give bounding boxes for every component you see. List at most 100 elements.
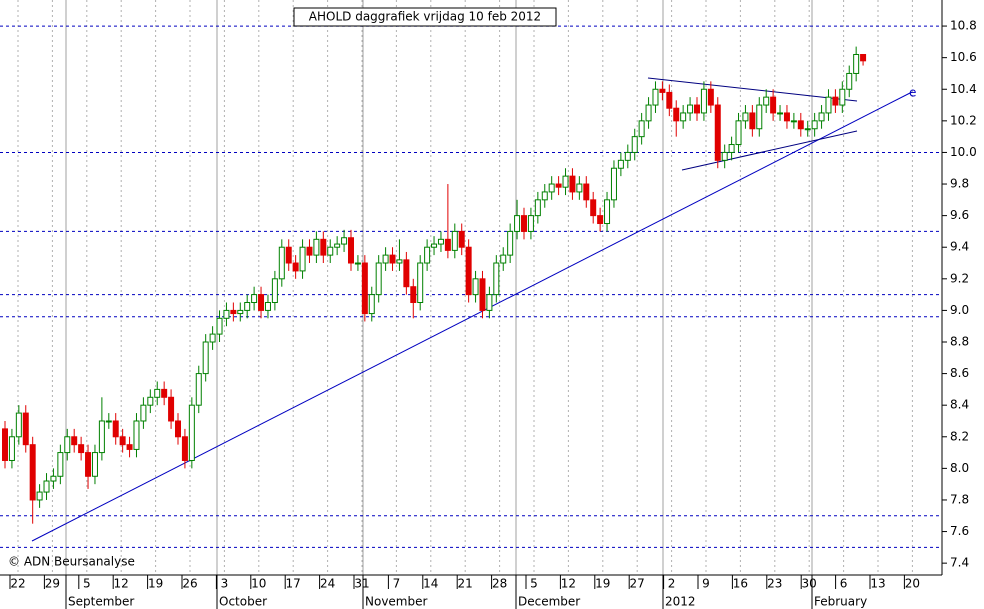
x-tick-label: 16	[733, 577, 748, 591]
candle-body	[306, 246, 313, 256]
candle-body	[721, 151, 728, 161]
candle-body	[583, 183, 590, 201]
candle-body	[507, 230, 514, 256]
y-tick-label: 10.0	[950, 145, 977, 159]
x-tick-label: 24	[320, 577, 335, 591]
candle-body	[555, 183, 562, 188]
candle-body	[804, 128, 811, 131]
chart-title: AHOLD daggrafiek vrijdag 10 feb 2012	[309, 10, 541, 24]
candle-body	[742, 112, 749, 122]
candle-body	[673, 107, 680, 122]
y-tick-label: 8.4	[950, 398, 969, 412]
candle-body	[188, 404, 195, 461]
candle-body	[361, 262, 368, 315]
candle-body	[175, 420, 181, 438]
candle-body	[71, 436, 78, 446]
candles	[2, 46, 867, 524]
candle-body	[680, 112, 687, 122]
candle-body	[590, 199, 597, 217]
month-label: February	[814, 595, 867, 609]
candle-body	[50, 475, 57, 482]
candle-body	[777, 112, 784, 115]
candle-body	[126, 444, 133, 450]
title-box	[293, 7, 557, 27]
month-label: September	[68, 595, 134, 609]
x-tick-label: 14	[423, 577, 438, 591]
candle-body	[714, 104, 721, 161]
y-tick-label: 9.8	[950, 177, 969, 191]
candle-body	[292, 262, 299, 272]
x-tick-label: 5	[83, 577, 91, 591]
candle-body	[694, 104, 700, 114]
candle-body	[389, 254, 396, 264]
y-tick-label: 9.4	[950, 240, 969, 254]
candle-body	[8, 436, 15, 461]
candle-body	[569, 175, 576, 193]
candle-body	[521, 215, 527, 232]
month-label: November	[365, 595, 427, 609]
candle-body	[105, 420, 112, 423]
candle-body	[444, 238, 451, 251]
y-tick-label: 10.8	[950, 19, 977, 33]
month-label: December	[518, 595, 580, 609]
candle-body	[410, 286, 417, 304]
y-tick-label: 8.8	[950, 334, 969, 348]
candle-body	[285, 246, 292, 264]
candle-body	[811, 120, 818, 130]
candle-body	[202, 341, 209, 375]
candle-body	[576, 183, 583, 193]
candle-body	[154, 388, 161, 398]
x-tick-label: 21	[458, 577, 473, 591]
candle-body	[98, 420, 105, 454]
y-tick-label: 10.6	[950, 50, 977, 64]
y-tick-label: 9.2	[950, 271, 969, 285]
candle-body	[631, 136, 638, 153]
candle-body	[597, 215, 604, 225]
candle-body	[299, 246, 306, 272]
x-tick-label: 30	[802, 577, 817, 591]
candle-body	[458, 230, 465, 248]
candle-body	[327, 246, 334, 256]
candle-body	[368, 294, 375, 315]
x-tick-label: 26	[182, 577, 197, 591]
candle-body	[645, 104, 652, 122]
candle-body	[749, 112, 756, 130]
candle-body	[181, 436, 188, 461]
candle-body	[251, 294, 258, 304]
x-tick-label: 19	[595, 577, 610, 591]
candle-body	[209, 333, 216, 343]
candle-body	[493, 262, 500, 296]
candle-body	[258, 294, 265, 311]
candle-body	[527, 215, 534, 232]
candle-body	[666, 91, 673, 109]
candle-body	[112, 420, 119, 438]
x-tick-label: 12	[561, 577, 576, 591]
x-tick-label: 3	[221, 577, 229, 591]
candle-body	[417, 262, 424, 304]
candle-body	[396, 259, 403, 264]
candle-body	[382, 254, 389, 264]
candle-body	[278, 246, 285, 280]
x-tick-label: 7	[393, 577, 401, 591]
x-tick-label: 29	[45, 577, 60, 591]
month-label: October	[219, 595, 267, 609]
candle-body	[514, 215, 521, 232]
y-tick-label: 10.4	[950, 82, 977, 96]
candle-body	[728, 144, 735, 153]
y-tick-label: 9.6	[950, 208, 969, 222]
candle-body	[825, 96, 832, 114]
candle-body	[57, 452, 64, 477]
x-tick-label: 5	[530, 577, 538, 591]
candle-body	[465, 246, 472, 296]
x-tick-label: 28	[492, 577, 507, 591]
candle-body	[271, 278, 278, 304]
candle-body	[43, 480, 50, 493]
x-tick-label: 31	[354, 577, 369, 591]
candle-body	[348, 237, 354, 264]
line-label: e	[909, 86, 916, 100]
candle-body	[797, 120, 804, 130]
x-tick-label: 17	[286, 577, 301, 591]
x-tick-label: 23	[767, 577, 782, 591]
candle-body	[534, 199, 541, 217]
